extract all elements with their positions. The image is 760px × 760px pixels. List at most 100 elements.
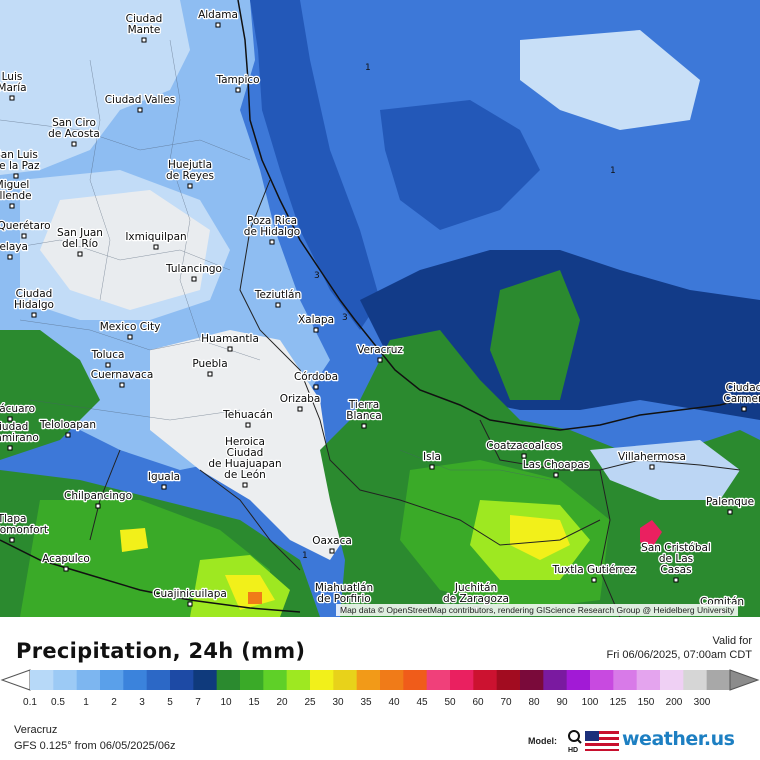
city-marker xyxy=(275,302,281,308)
city-marker xyxy=(13,173,19,179)
scale-swatch xyxy=(403,670,428,690)
city-marker xyxy=(727,509,733,515)
city-marker xyxy=(105,362,111,368)
city-label: Huamantla xyxy=(201,333,259,345)
city-marker xyxy=(649,464,655,470)
city-label: Teziutlán xyxy=(254,289,301,301)
city-label: Mexico City xyxy=(100,321,161,333)
brand-suffix: us xyxy=(710,728,735,750)
scale-tick-label: 150 xyxy=(637,697,655,708)
city-marker xyxy=(313,384,319,390)
model-logo[interactable]: HD xyxy=(565,727,621,753)
city-marker xyxy=(95,503,101,509)
scale-swatch xyxy=(706,670,731,690)
contour-label: 1 xyxy=(302,551,308,561)
contour-label: 1 xyxy=(365,63,371,73)
city-label: Palenque xyxy=(706,496,754,508)
city-label: Orizaba xyxy=(280,393,321,405)
brand-logo[interactable]: weather.us xyxy=(622,728,735,750)
city-label: Ciudad Mante xyxy=(126,13,163,36)
city-label: San Luisde la Paz xyxy=(0,149,40,172)
city-label: Tierra Blanca xyxy=(346,399,381,422)
city-marker xyxy=(71,141,77,147)
municipal-borders xyxy=(0,39,551,481)
map-attribution: Map data © OpenStreetMap contributors, r… xyxy=(336,604,739,616)
city-label: Villahermosa xyxy=(618,451,686,463)
city-marker xyxy=(65,432,71,438)
scale-tick-label: 45 xyxy=(416,697,428,708)
contour-label: 3 xyxy=(342,313,348,323)
scale-tick-label: 5 xyxy=(167,697,173,708)
city-label: Tulancingo xyxy=(165,263,222,275)
scale-tick-label: 300 xyxy=(693,697,711,708)
yellow-precip-area xyxy=(120,528,148,552)
city-label: Córdoba xyxy=(294,371,338,383)
scale-swatch xyxy=(30,670,54,690)
valid-label: Valid for xyxy=(712,635,752,647)
scale-swatch xyxy=(496,670,521,690)
city-label: Oaxaca xyxy=(312,535,352,547)
city-marker xyxy=(141,37,147,43)
scale-tick-label: 20 xyxy=(276,697,288,708)
scale-swatch xyxy=(193,670,218,690)
contour-label: 1 xyxy=(610,166,616,176)
city-label: CiudadCarmen xyxy=(723,382,760,405)
city-label: CiudadAltamirano xyxy=(0,421,39,444)
precipitation-map[interactable]: 1 1 1 3 3 Ciudad Mante Aldama Tampico Ciudad… xyxy=(0,0,760,617)
scale-tick-label: 0.1 xyxy=(23,697,37,708)
scale-tick-label: 70 xyxy=(500,697,512,708)
city-label: San Cristóbal de Las Casas xyxy=(641,542,711,576)
scale-swatch xyxy=(170,670,194,690)
scale-swatch xyxy=(450,670,474,690)
city-label: Heroica Ciudad de Huajuapan de León xyxy=(208,436,281,481)
city-label: Poza Rica de Hidalgo xyxy=(244,215,300,238)
city-label: Toluca xyxy=(91,349,125,361)
city-marker xyxy=(119,382,125,388)
city-label: San Juan del Río xyxy=(57,227,103,250)
city-label: Coatzacoalcos xyxy=(486,440,561,452)
scale-under-arrow xyxy=(0,669,31,691)
city-marker xyxy=(63,566,69,572)
city-marker xyxy=(269,239,275,245)
city-label: Tehuacán xyxy=(222,409,273,421)
city-marker xyxy=(313,327,319,333)
city-marker xyxy=(137,107,143,113)
city-marker xyxy=(187,183,193,189)
orange-precip-spot xyxy=(248,592,262,604)
city-marker xyxy=(9,95,15,101)
scale-tick-label: 35 xyxy=(360,697,372,708)
region-name: Veracruz xyxy=(14,724,58,736)
scale-tick-label: 90 xyxy=(556,697,568,708)
city-label: Ixmiquilpan xyxy=(125,231,186,243)
city-marker xyxy=(591,577,597,583)
state-borders xyxy=(89,179,741,617)
city-marker xyxy=(21,233,27,239)
scale-tick-label: 0.5 xyxy=(51,697,65,708)
scale-tick-label: 125 xyxy=(609,697,627,708)
city-label: Isla xyxy=(423,451,441,463)
city-label: Teloloapan xyxy=(39,419,96,431)
scale-swatch xyxy=(53,670,78,690)
scale-swatch xyxy=(310,670,334,690)
city-label: Tuxtla Gutiérrez xyxy=(552,564,636,576)
city-label: Luis María xyxy=(0,71,27,94)
no-precip-area xyxy=(150,330,350,560)
city-marker xyxy=(153,244,159,250)
city-marker xyxy=(9,537,15,543)
light-precip-area xyxy=(590,440,740,500)
map-canvas: 1 1 1 3 3 Ciudad ManteAldamaTampicoCiudad… xyxy=(0,0,760,617)
city-label: Miahuatlán de Porfirio xyxy=(315,582,373,605)
scale-tick-label: 60 xyxy=(472,697,484,708)
city-marker xyxy=(7,254,13,260)
scale-tick-label: 30 xyxy=(332,697,344,708)
svg-text:HD: HD xyxy=(568,747,578,753)
city-marker xyxy=(521,453,527,459)
city-marker xyxy=(127,334,133,340)
scale-tick-label: 7 xyxy=(195,697,201,708)
scale-swatch xyxy=(76,670,101,690)
scale-swatch xyxy=(683,670,708,690)
city-marker xyxy=(9,203,15,209)
city-label: Chilpancingo xyxy=(64,490,132,502)
city-marker xyxy=(741,406,747,412)
city-label: Celaya xyxy=(0,241,28,253)
